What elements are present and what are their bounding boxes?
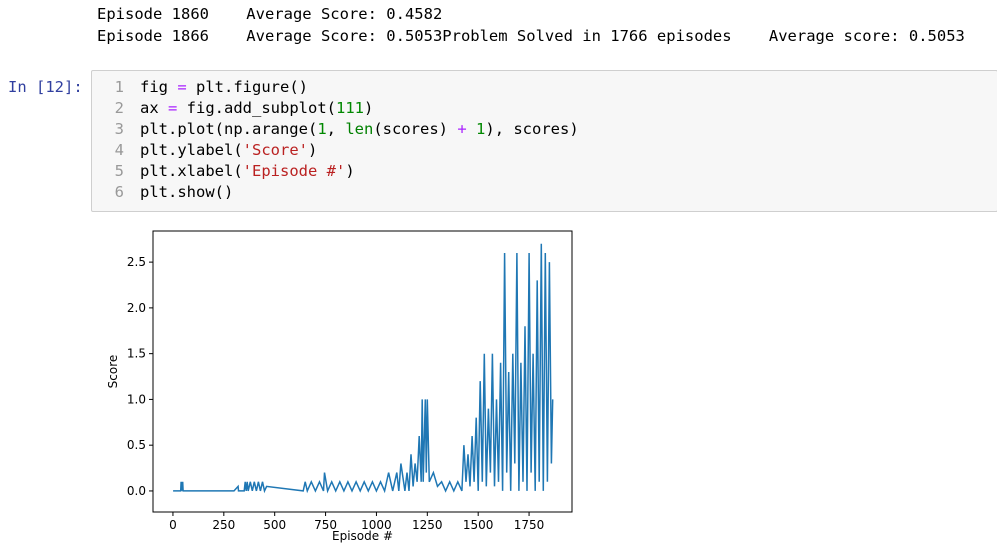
y-tick-label: 2.0	[127, 301, 146, 315]
code-token: ,	[326, 120, 346, 138]
y-axis-label: Score	[106, 355, 120, 389]
x-tick-label: 1250	[412, 518, 443, 532]
y-tick-label: 0.5	[127, 438, 146, 452]
y-tick-label: 1.0	[127, 392, 146, 406]
code-token: fig	[140, 78, 178, 96]
line-number: 5	[114, 162, 124, 180]
code-token: 1	[317, 120, 327, 138]
x-tick-label: 1000	[361, 518, 392, 532]
code-token: )	[363, 99, 374, 117]
plot-frame	[152, 230, 573, 513]
line-number: 4	[114, 141, 124, 159]
x-tick-label: 1500	[463, 518, 494, 532]
line-number: 1	[114, 78, 124, 96]
x-tick-label: 250	[212, 518, 235, 532]
output-line: Episode 1860 Average Score: 0.4582	[97, 5, 443, 23]
line-number: 6	[114, 183, 124, 201]
x-tick-label: 750	[314, 518, 337, 532]
code-token: )	[307, 141, 318, 159]
code-token: 111	[335, 99, 364, 117]
code-token: fig.add_subplot(	[177, 99, 336, 117]
y-tick-label: 2.5	[127, 255, 146, 269]
code-token: =	[177, 78, 187, 96]
code-token: plt.xlabel(	[140, 162, 243, 180]
code-cell[interactable]	[91, 70, 997, 212]
code-token	[467, 120, 476, 138]
x-axis-label: Episode #	[332, 529, 393, 543]
code-token: 'Score'	[242, 141, 308, 159]
code-token: ), scores)	[485, 120, 579, 138]
code-token: 'Episode #'	[242, 162, 346, 180]
code-token: ax	[140, 99, 168, 117]
line-number: 2	[114, 99, 124, 117]
cell-prompt: In [12]:	[8, 78, 83, 96]
data-line	[173, 243, 554, 494]
code-token: )	[345, 162, 355, 180]
code-line: plt.show()	[140, 183, 233, 201]
x-tick-label: 500	[263, 518, 286, 532]
x-tick-label: 0	[169, 518, 177, 532]
code-token: =	[168, 99, 178, 117]
output-line: Episode 1866 Average Score: 0.5053Proble…	[97, 27, 965, 45]
y-tick-label: 0.0	[127, 484, 146, 498]
code-token: +	[457, 120, 467, 138]
code-token: 1	[476, 120, 486, 138]
code-token: plt.show()	[140, 183, 234, 201]
code-token: len	[345, 120, 374, 138]
code-token: plt.figure()	[186, 78, 308, 96]
code-token: (scores)	[373, 120, 458, 138]
code-line: plt.xlabel('Episode #')	[140, 162, 355, 180]
y-tick-label: 1.5	[127, 347, 146, 361]
line-number: 3	[114, 120, 124, 138]
code-token: plt.ylabel(	[140, 141, 243, 159]
code-line: plt.ylabel('Score')	[140, 141, 317, 159]
code-line: ax = fig.add_subplot(111)	[140, 99, 373, 117]
code-line: plt.plot(np.arange(1, len(scores) + 1), …	[140, 120, 579, 138]
code-line: fig = plt.figure()	[140, 78, 308, 96]
code-token: plt.plot(np.arange(	[140, 120, 318, 138]
x-tick-label: 1750	[514, 518, 545, 532]
